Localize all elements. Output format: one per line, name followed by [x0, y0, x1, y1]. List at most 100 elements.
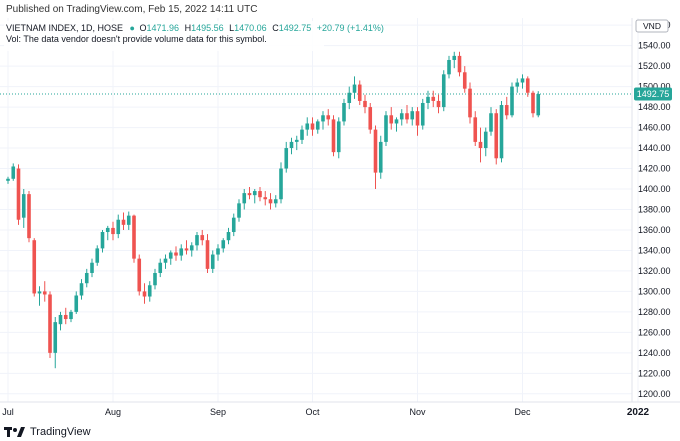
candle-body: [116, 219, 121, 235]
tradingview-logo-icon: [4, 427, 25, 437]
candle-body: [373, 129, 378, 173]
y-tick-label: 1380.00: [638, 204, 671, 214]
candle-body: [231, 217, 236, 233]
candle-body: [168, 252, 173, 259]
candle-body: [195, 235, 199, 246]
currency-badge[interactable]: [635, 19, 669, 33]
candle-body: [310, 123, 315, 130]
candle-body: [399, 113, 404, 120]
candle-body: [441, 74, 446, 108]
candle-body: [457, 55, 462, 73]
ohlc-legend: VIETNAM INDEX, 1D, HOSE ● O1471.96 H1495…: [6, 23, 384, 33]
candle-body: [363, 100, 367, 108]
open-label: O: [140, 23, 147, 33]
y-tick-label: 1200.00: [638, 389, 671, 399]
candle-body: [347, 92, 352, 103]
candle-body: [242, 193, 247, 204]
y-tick-label: 1460.00: [638, 123, 671, 133]
candle-body: [216, 248, 220, 255]
candle-body: [252, 191, 257, 196]
footer-brand: TradingView: [30, 426, 91, 438]
candle-body: [237, 203, 241, 218]
candle-body: [37, 291, 42, 294]
y-tick-label: 1340.00: [638, 245, 671, 255]
change-value: +20.79 (+1.41%): [317, 23, 384, 33]
candle-body: [258, 191, 262, 198]
candle-body: [200, 235, 205, 241]
candle-body: [16, 168, 21, 220]
candle-body: [11, 166, 16, 179]
candle-body: [331, 119, 336, 153]
y-tick-label: 1520.00: [638, 61, 671, 71]
candle-body: [84, 272, 89, 284]
candle-body: [525, 78, 530, 93]
x-tick-label: Dec: [514, 407, 531, 417]
candle-body: [357, 84, 362, 101]
candle-body: [147, 285, 152, 297]
candle-body: [436, 100, 441, 108]
candle-body: [447, 59, 451, 75]
candle-body: [478, 141, 483, 149]
currency-label: VND: [643, 21, 661, 31]
candle-body: [499, 105, 504, 159]
price-axis[interactable]: 1200.00 1220.00 1240.00 1260.00 1280.00 1300.…: [638, 20, 671, 399]
candle-body: [384, 115, 388, 142]
candle-body: [520, 78, 525, 83]
volume-notice: Vol: The data vendor doesn't provide vol…: [6, 34, 267, 44]
last-price-tag: [634, 87, 672, 101]
candle-body: [405, 113, 409, 120]
candle-body: [153, 272, 157, 286]
candle-body: [6, 178, 10, 181]
published-header: Published on TradingView.com, Feb 15, 20…: [6, 4, 258, 15]
candle-body: [263, 197, 268, 200]
candle-body: [426, 96, 430, 103]
x-tick-label: Nov: [409, 407, 426, 417]
candle-body: [174, 252, 178, 256]
x-tick-label: Sep: [210, 407, 226, 417]
candle-body: [389, 115, 394, 124]
candlestick-chart[interactable]: VIETNAM INDEX, 1D, HOSE ● O1471.96 H1495…: [0, 18, 680, 424]
candle-body: [515, 82, 520, 87]
candle-body: [342, 102, 346, 122]
candle-body: [289, 141, 294, 149]
candle-body: [321, 115, 325, 122]
candle-body: [100, 232, 105, 249]
candle-body: [158, 262, 163, 273]
candle-body: [410, 111, 415, 120]
symbol-line: VIETNAM INDEX, 1D, HOSE: [6, 23, 123, 33]
candle-body: [300, 129, 304, 140]
candle-body: [105, 227, 110, 233]
legend-dot: ●: [130, 23, 135, 33]
candle-body: [473, 117, 478, 142]
candle-body: [279, 168, 283, 200]
candle-body: [268, 199, 273, 204]
candle-body: [226, 232, 231, 241]
candle-body: [142, 291, 147, 297]
x-tick-label: Jul: [2, 407, 14, 417]
candle-body: [294, 139, 299, 142]
candle-body: [483, 131, 488, 149]
y-tick-label: 1320.00: [638, 266, 671, 276]
candle-body: [179, 248, 184, 256]
candle-body: [284, 148, 289, 169]
y-tick-label: 1260.00: [638, 327, 671, 337]
y-tick-label: 1360.00: [638, 225, 671, 235]
candle-body: [305, 123, 310, 130]
candle-body: [494, 113, 499, 159]
candles: [6, 51, 541, 369]
candle-body: [90, 262, 94, 273]
candle-body: [58, 314, 63, 325]
candle-body: [69, 311, 73, 320]
time-axis[interactable]: JulAugSepOctNovDec2022Feb28: [2, 407, 680, 418]
candle-body: [74, 295, 79, 312]
candle-body: [137, 258, 142, 292]
candle-body: [315, 121, 320, 130]
candle-body: [510, 86, 514, 116]
candle-body: [452, 55, 457, 60]
candle-body: [205, 240, 210, 269]
candle-body: [468, 88, 472, 118]
candle-body: [121, 219, 126, 225]
candle-body: [273, 199, 278, 204]
y-tick-label: 1220.00: [638, 368, 671, 378]
y-tick-label: 1420.00: [638, 164, 671, 174]
